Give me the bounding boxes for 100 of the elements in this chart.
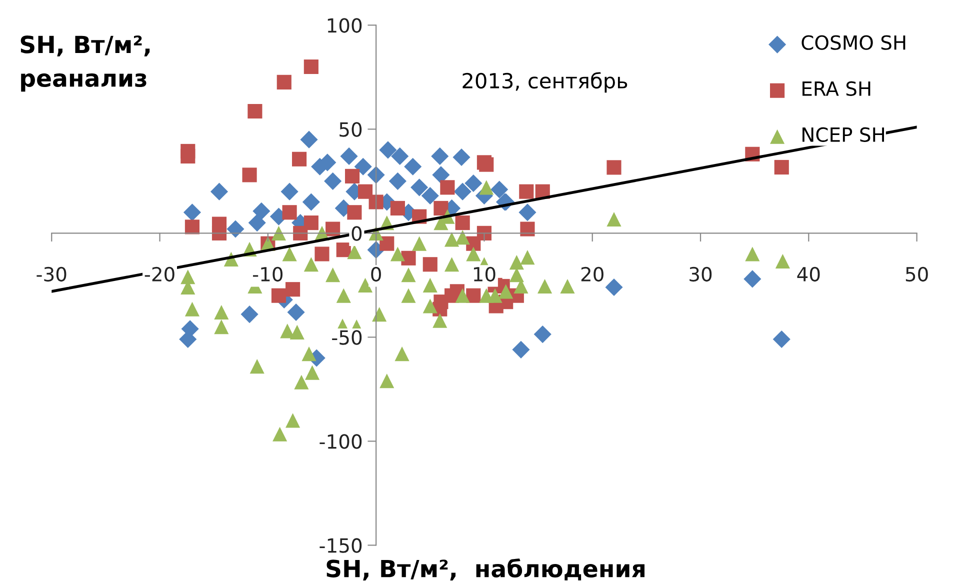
point (304, 59, 318, 74)
point (380, 374, 394, 388)
y-tick-label: -100 (320, 434, 362, 449)
point (336, 288, 351, 303)
point (519, 184, 534, 199)
point (422, 298, 438, 314)
point (454, 182, 472, 200)
point (242, 168, 257, 182)
point (379, 141, 397, 159)
x-tick-label: 20 (581, 266, 604, 282)
point (432, 313, 448, 328)
x-tick-label: 40 (797, 266, 820, 282)
point (184, 220, 200, 234)
point (479, 180, 494, 195)
legend-label: NCEP SH (802, 127, 884, 142)
y-tick-label: 50 (340, 122, 362, 137)
point (518, 204, 536, 222)
point (183, 204, 201, 222)
point (354, 158, 372, 176)
point (772, 330, 790, 348)
point (184, 302, 200, 316)
point (509, 268, 524, 282)
point (444, 257, 460, 272)
point (294, 374, 309, 390)
point (390, 246, 405, 262)
point (271, 288, 286, 303)
point (498, 284, 514, 299)
x-tick-label: 50 (906, 266, 928, 282)
text: 2013, сентябрь (462, 72, 628, 93)
legend-label: ERA SH (802, 81, 870, 96)
y-axis-title: SH, Вт/м², реанализ (20, 36, 150, 92)
point (302, 346, 316, 362)
point (455, 288, 470, 303)
point (520, 250, 535, 265)
point (358, 278, 373, 292)
point (212, 226, 227, 240)
point (282, 246, 297, 262)
point (534, 326, 552, 344)
point (326, 222, 340, 236)
point (412, 236, 427, 251)
point (292, 152, 307, 166)
x-tick-label: -30 (36, 266, 66, 282)
point (304, 365, 320, 380)
point (314, 246, 330, 262)
y-tick-label: -150 (320, 538, 362, 553)
point (226, 220, 244, 238)
point (605, 278, 623, 296)
point (774, 160, 789, 175)
point (455, 230, 470, 245)
point (347, 205, 362, 220)
legend-label: COSMO SH (802, 35, 906, 50)
point (520, 222, 535, 236)
point (336, 242, 351, 258)
point (394, 346, 410, 362)
point (300, 130, 318, 148)
point (180, 148, 196, 164)
point (606, 160, 622, 175)
point (440, 180, 455, 195)
point (304, 215, 318, 230)
point (388, 172, 406, 190)
point (286, 282, 300, 297)
point (455, 215, 470, 230)
point (250, 359, 264, 374)
point (347, 244, 362, 260)
point (444, 232, 460, 247)
point (340, 147, 358, 165)
point (214, 304, 229, 320)
point (324, 172, 342, 190)
point (271, 226, 286, 240)
point (287, 303, 305, 322)
point (286, 413, 300, 428)
y-tick-label: 0 (352, 226, 362, 241)
point (372, 307, 387, 322)
point (488, 288, 502, 303)
y-tick-label: -50 (332, 330, 362, 345)
point (745, 246, 760, 262)
point (293, 226, 308, 240)
point (391, 147, 409, 165)
point (404, 158, 422, 176)
point (410, 178, 428, 196)
point (401, 268, 416, 282)
point (276, 74, 292, 90)
point (606, 212, 622, 227)
x-tick-label: 10 (474, 266, 496, 282)
point (248, 214, 266, 232)
point (775, 254, 790, 269)
point (466, 288, 481, 303)
point (421, 186, 439, 205)
point (344, 168, 360, 184)
point (401, 250, 416, 266)
point (272, 426, 288, 442)
point (252, 202, 270, 220)
x-axis-title: SH, Вт/м², наблюдения (326, 558, 644, 581)
point (431, 147, 449, 165)
point (466, 246, 481, 262)
point (512, 340, 530, 358)
point (326, 268, 340, 282)
point (434, 200, 448, 216)
x-tick-label: -20 (144, 266, 174, 282)
point (490, 180, 508, 198)
